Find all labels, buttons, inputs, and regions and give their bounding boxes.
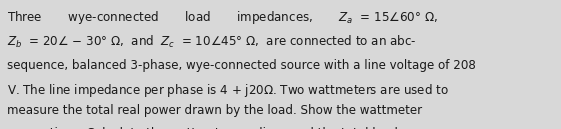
Text: V. The line impedance per phase is 4 + j20$\Omega$. Two wattmeters are used to: V. The line impedance per phase is 4 + j… xyxy=(7,82,448,99)
Text: connections. Calculate the wattmeter readings and the total load power.: connections. Calculate the wattmeter rea… xyxy=(7,127,441,129)
Text: sequence, balanced 3-phase, wye-connected source with a line voltage of 208: sequence, balanced 3-phase, wye-connecte… xyxy=(7,59,476,72)
Text: Three       wye-connected       load       impedances,       $Z_a$  = 15$\angle$: Three wye-connected load impedances, $Z_… xyxy=(7,9,438,26)
Text: $Z_b$  = 20$\angle$ − 30° $\Omega$,  and  $Z_c$  = 10$\angle$45° $\Omega$,  are : $Z_b$ = 20$\angle$ − 30° $\Omega$, and $… xyxy=(7,34,416,50)
Text: measure the total real power drawn by the load. Show the wattmeter: measure the total real power drawn by th… xyxy=(7,104,422,118)
